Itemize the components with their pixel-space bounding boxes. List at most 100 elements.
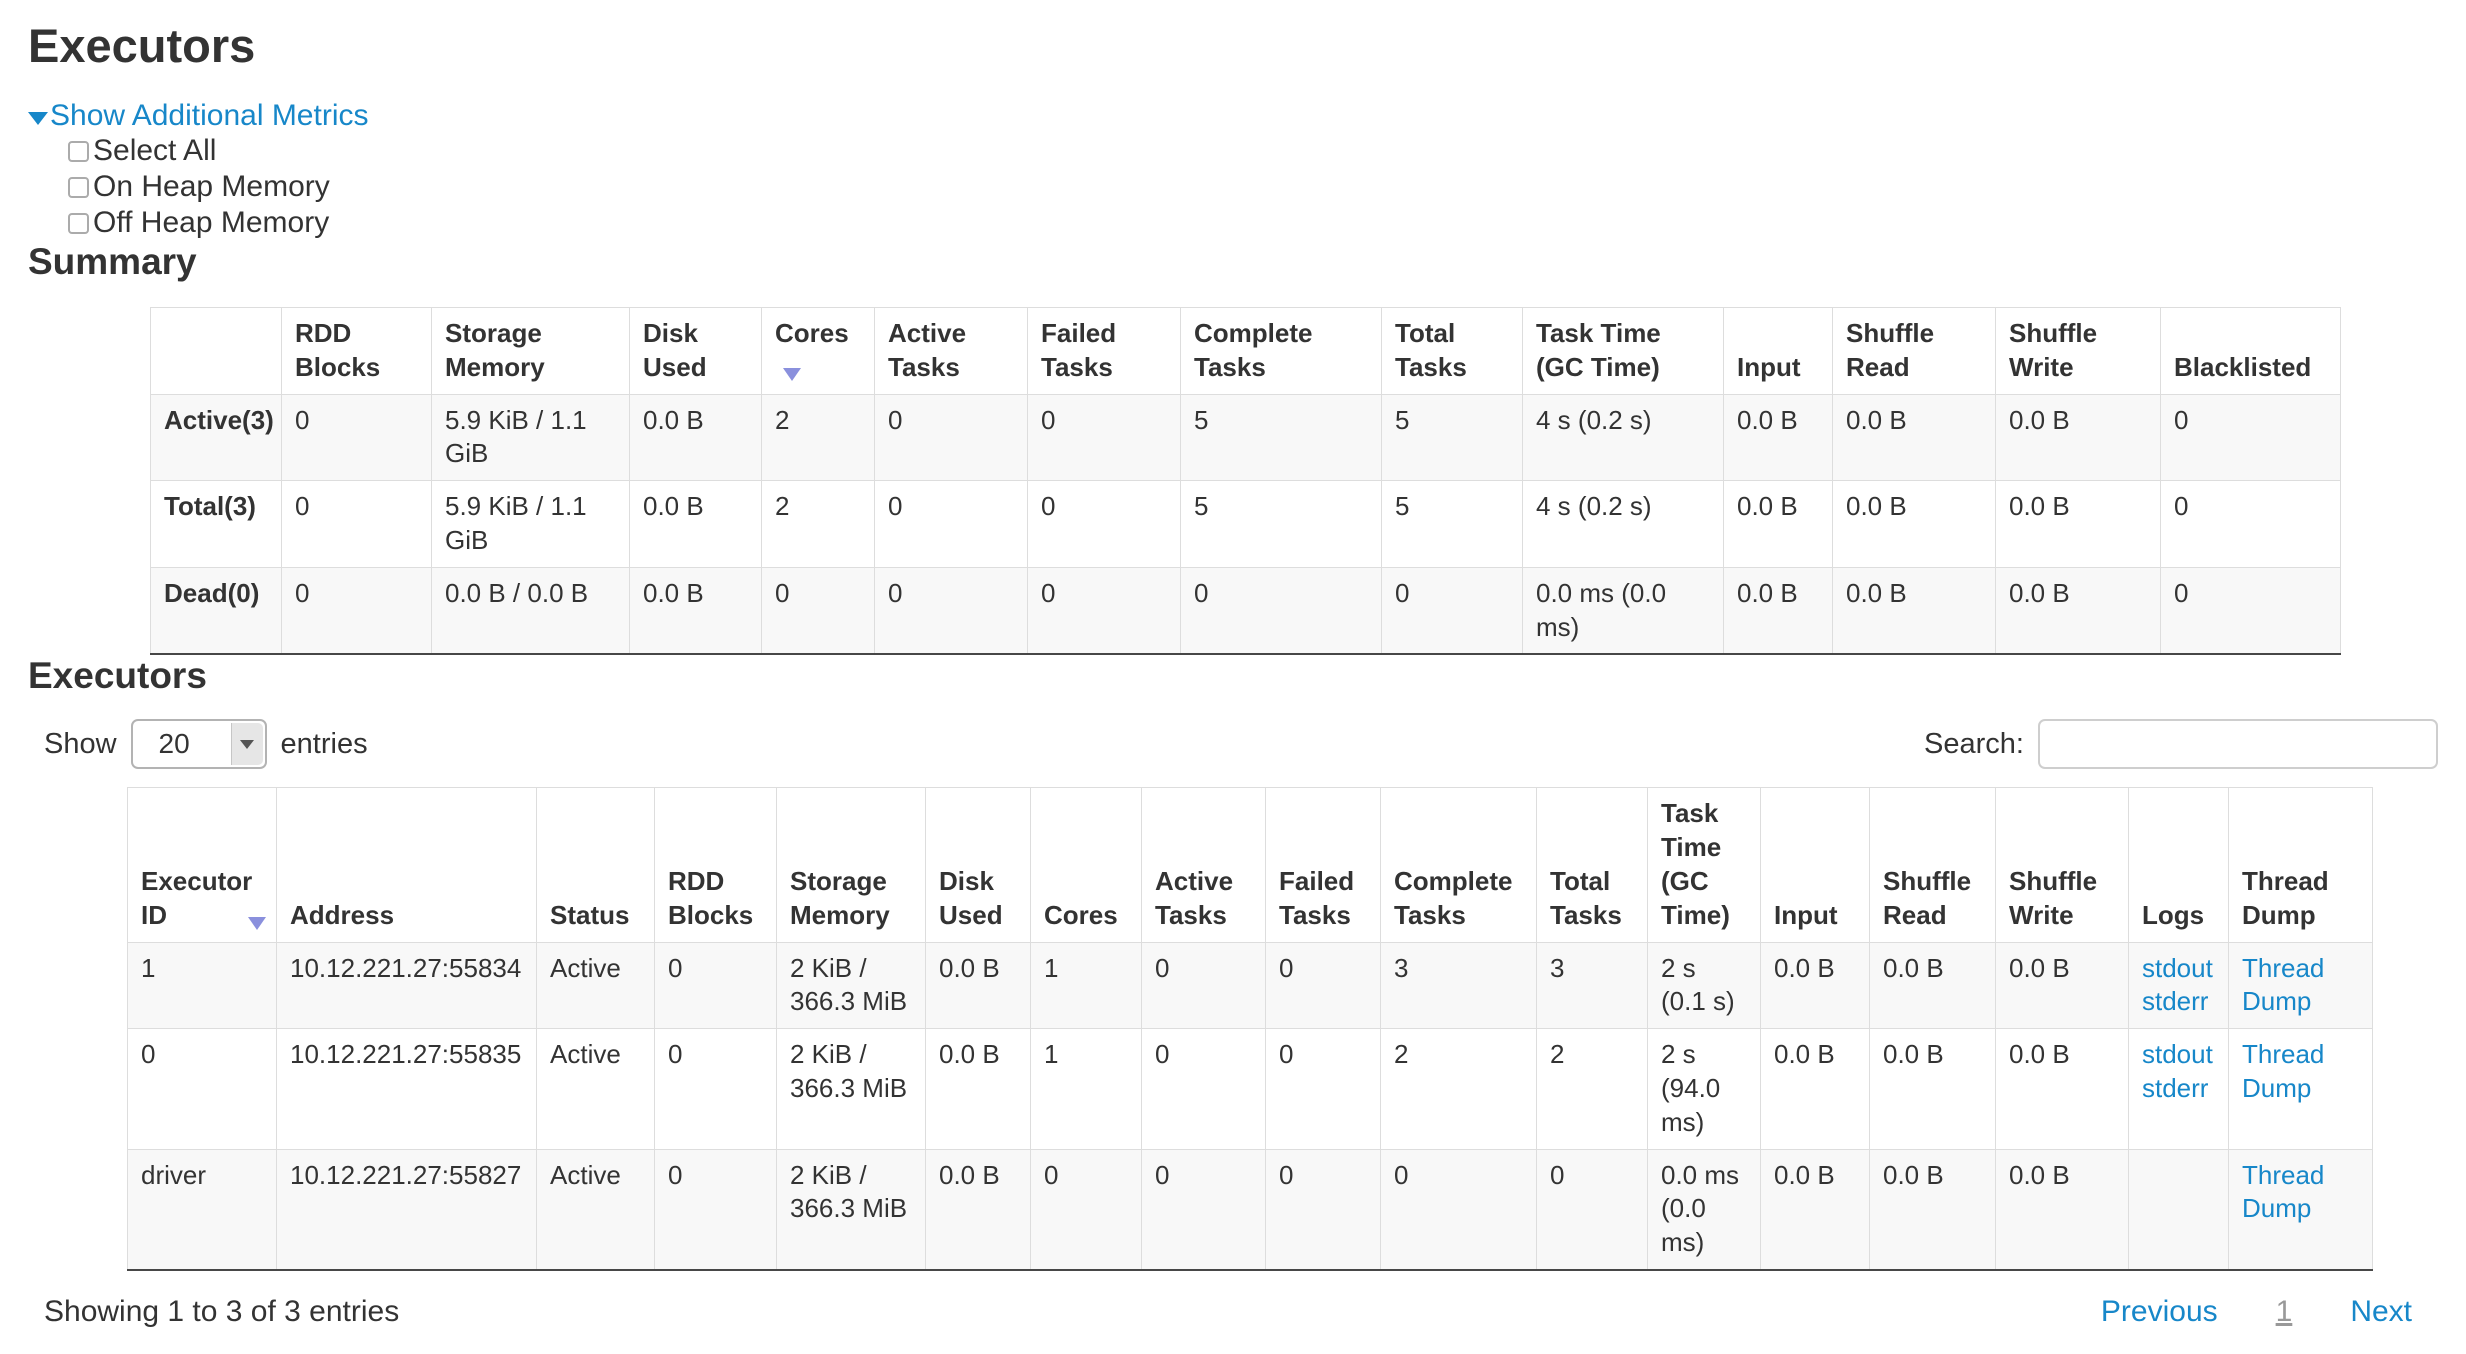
cell: 0	[2160, 566, 2341, 655]
exec-col-storage-memory[interactable]: Storage Memory	[776, 787, 926, 943]
cell: 0	[281, 480, 432, 568]
executor-row-driver: driver 10.12.221.27:55827 Active 0 2 KiB…	[127, 1148, 2373, 1271]
cell: 5	[1381, 393, 1523, 482]
cell: 0	[1141, 1028, 1266, 1150]
cell: 0	[654, 1028, 777, 1150]
summary-col-total-tasks[interactable]: Total Tasks	[1381, 307, 1523, 395]
summary-col-shuffle-read[interactable]: Shuffle Read	[1832, 307, 1996, 395]
cell: 0.0 B	[629, 393, 762, 482]
sort-desc-icon	[248, 916, 266, 930]
cell: 2	[1536, 1028, 1648, 1150]
page-size-control: Show 20 entries	[44, 719, 368, 770]
summary-col-complete-tasks[interactable]: Complete Tasks	[1180, 307, 1382, 395]
cell: 0	[1381, 566, 1523, 655]
stdout-link[interactable]: stdout	[2142, 1039, 2213, 1070]
exec-col-complete-tasks[interactable]: Complete Tasks	[1380, 787, 1537, 943]
previous-page-button[interactable]: Previous	[2100, 1294, 2218, 1328]
cell-address: 10.12.221.27:55834	[276, 941, 537, 1030]
table-controls: Show 20 entries Search:	[28, 719, 2438, 770]
page-number-1[interactable]: 1	[2275, 1294, 2293, 1328]
summary-header-row: RDD Blocks Storage Memory Disk Used Core…	[150, 307, 2341, 395]
cell: 0.0 B	[1869, 941, 1996, 1030]
cell: 2	[1380, 1028, 1537, 1150]
cell: 0.0 B	[1995, 480, 2161, 568]
cell: 0.0 B	[1760, 941, 1870, 1030]
thread-dump-link[interactable]: Thread Dump	[2242, 1039, 2325, 1103]
summary-col-blank[interactable]	[150, 307, 282, 395]
search-input[interactable]	[2038, 719, 2438, 770]
exec-col-executor-id[interactable]: Executor ID	[127, 787, 277, 943]
exec-col-task-time[interactable]: Task Time (GC Time)	[1647, 787, 1761, 943]
cell: 0.0 B	[1832, 393, 1996, 482]
cell-thread-dump: Thread Dump	[2228, 941, 2373, 1030]
summary-col-task-time[interactable]: Task Time (GC Time)	[1522, 307, 1724, 395]
off-heap-memory-checkbox[interactable]	[68, 212, 89, 234]
summary-col-blacklisted[interactable]: Blacklisted	[2160, 307, 2341, 395]
cell: 0.0 B	[1723, 566, 1833, 655]
entries-select[interactable]: 20	[130, 719, 267, 770]
cell: 2	[761, 480, 875, 568]
exec-col-total-tasks[interactable]: Total Tasks	[1536, 787, 1648, 943]
cell-executor-id: 1	[127, 941, 277, 1030]
executors-heading: Executors	[28, 655, 207, 697]
summary-col-disk-used[interactable]: Disk Used	[629, 307, 762, 395]
stdout-link[interactable]: stdout	[2142, 952, 2213, 983]
thread-dump-link[interactable]: Thread Dump	[2242, 952, 2325, 1017]
stderr-link[interactable]: stderr	[2142, 986, 2209, 1017]
showing-entries-text: Showing 1 to 3 of 3 entries	[44, 1294, 400, 1328]
cell: 5.9 KiB / 1.1 GiB	[431, 480, 630, 568]
show-label: Show	[44, 727, 117, 760]
summary-col-failed-tasks[interactable]: Failed Tasks	[1027, 307, 1181, 395]
exec-col-logs[interactable]: Logs	[2128, 787, 2229, 943]
summary-col-rdd-blocks[interactable]: RDD Blocks	[281, 307, 432, 395]
exec-col-shuffle-read[interactable]: Shuffle Read	[1869, 787, 1996, 943]
summary-col-input[interactable]: Input	[1723, 307, 1833, 395]
cell-thread-dump: Thread Dump	[2228, 1148, 2373, 1271]
on-heap-memory-checkbox[interactable]	[68, 176, 89, 198]
cell-address: 10.12.221.27:55835	[276, 1028, 537, 1150]
next-page-button[interactable]: Next	[2350, 1294, 2412, 1328]
cell: 0.0 B	[1995, 393, 2161, 482]
executors-table: Executor ID Address Status RDD Blocks St…	[127, 787, 2373, 1271]
cell: 2 KiB / 366.3 MiB	[776, 941, 926, 1030]
cell: 0.0 B	[1995, 941, 2129, 1030]
cell: 0	[1027, 566, 1181, 655]
cell: 0	[654, 941, 777, 1030]
sort-desc-icon	[783, 367, 801, 381]
stderr-link[interactable]: stderr	[2142, 1072, 2209, 1103]
cell: 0.0 B	[1723, 393, 1833, 482]
cell: 0	[2160, 480, 2341, 568]
caret-down-icon	[230, 723, 263, 766]
cell: 5	[1180, 480, 1382, 568]
cell: 5	[1180, 393, 1382, 482]
exec-col-thread-dump[interactable]: Thread Dump	[2228, 787, 2373, 943]
cell: 0	[1265, 1028, 1381, 1150]
exec-col-active-tasks[interactable]: Active Tasks	[1141, 787, 1266, 943]
cell-status: Active	[536, 1148, 655, 1271]
summary-col-cores[interactable]: Cores	[761, 307, 875, 395]
cell: 5.9 KiB / 1.1 GiB	[431, 393, 630, 482]
cell: 0.0 ms (0.0 ms)	[1647, 1148, 1761, 1271]
cell: 0	[874, 393, 1028, 482]
cell-address: 10.12.221.27:55827	[276, 1148, 537, 1271]
exec-col-status[interactable]: Status	[536, 787, 655, 943]
cell: 0.0 B	[925, 941, 1031, 1030]
exec-col-address[interactable]: Address	[276, 787, 537, 943]
summary-col-storage-memory[interactable]: Storage Memory	[431, 307, 630, 395]
select-all-checkbox[interactable]	[68, 140, 89, 162]
cell: 0.0 B	[1869, 1148, 1996, 1271]
exec-col-input[interactable]: Input	[1760, 787, 1870, 943]
thread-dump-link[interactable]: Thread Dump	[2242, 1159, 2325, 1224]
entries-label: entries	[280, 727, 368, 760]
show-additional-metrics-link[interactable]: Show Additional Metrics	[28, 99, 369, 133]
exec-col-disk-used[interactable]: Disk Used	[925, 787, 1031, 943]
exec-col-rdd-blocks[interactable]: RDD Blocks	[654, 787, 777, 943]
exec-col-failed-tasks[interactable]: Failed Tasks	[1265, 787, 1381, 943]
exec-col-cores[interactable]: Cores	[1030, 787, 1142, 943]
cell: 0	[1265, 941, 1381, 1030]
cell: 0	[1030, 1148, 1142, 1271]
cell: 0.0 B	[1995, 566, 2161, 655]
summary-col-shuffle-write[interactable]: Shuffle Write	[1995, 307, 2161, 395]
summary-col-active-tasks[interactable]: Active Tasks	[874, 307, 1028, 395]
exec-col-shuffle-write[interactable]: Shuffle Write	[1995, 787, 2129, 943]
